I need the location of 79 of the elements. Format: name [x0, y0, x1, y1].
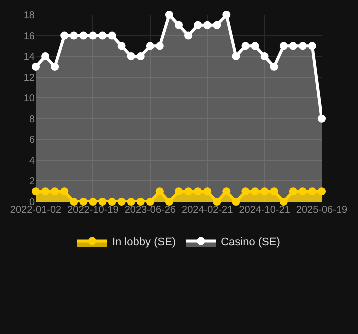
y-tick-label: 2 [29, 176, 36, 188]
point [42, 52, 50, 61]
point [194, 21, 202, 30]
point [242, 42, 250, 50]
x-tick-label: 2024-02-21 [182, 205, 234, 216]
y-tick-label: 4 [29, 156, 36, 167]
point [89, 198, 98, 206]
point [204, 21, 212, 30]
point [146, 42, 154, 50]
point [289, 188, 298, 196]
legend-label: Casino (SE) [221, 236, 280, 249]
point [127, 52, 136, 61]
point [260, 52, 269, 61]
point [80, 198, 88, 206]
point [308, 188, 316, 196]
point [98, 198, 107, 206]
point [136, 52, 145, 61]
point [175, 21, 183, 30]
point [213, 198, 222, 206]
point [251, 42, 260, 50]
x-tick-label: 2025-06-19 [296, 205, 348, 216]
point [118, 42, 126, 50]
point [51, 62, 60, 71]
point [194, 188, 202, 196]
point [184, 188, 193, 196]
y-tick-label: 6 [29, 135, 36, 146]
point [270, 62, 278, 71]
point [156, 42, 164, 50]
point [51, 188, 60, 196]
point [213, 21, 222, 30]
point [118, 198, 126, 206]
point [242, 188, 250, 196]
point [98, 32, 107, 40]
point [222, 11, 231, 19]
point [70, 198, 78, 206]
point [318, 114, 326, 123]
point [146, 198, 154, 206]
point [280, 42, 288, 50]
point [280, 198, 288, 206]
point [70, 32, 78, 40]
point [251, 188, 260, 196]
point [165, 11, 174, 19]
x-tick-label: 2024-10-21 [239, 205, 291, 216]
y-tick-label: 10 [24, 94, 36, 105]
x-tick-label: 2022-01-02 [10, 205, 62, 216]
y-tick-label: 16 [24, 31, 36, 42]
point [298, 188, 307, 196]
point [232, 52, 240, 61]
point [42, 188, 50, 196]
point [175, 188, 183, 196]
y-tick-label: 18 [24, 10, 36, 22]
point [32, 188, 40, 196]
x-tick-label: 2023-06-26 [124, 205, 176, 216]
point [165, 198, 174, 206]
point [289, 42, 298, 50]
point [222, 188, 231, 196]
point [270, 188, 278, 196]
y-tick-label: 14 [24, 52, 36, 64]
x-tick-label: 2022-10-19 [68, 205, 120, 216]
y-tick-label: 12 [24, 72, 36, 84]
point [80, 32, 88, 40]
point [298, 42, 307, 50]
legend-label: In lobby (SE) [112, 236, 176, 249]
point [136, 198, 145, 206]
point [318, 188, 326, 196]
point [184, 32, 193, 40]
point [60, 188, 69, 196]
point [156, 188, 164, 196]
point [260, 188, 269, 196]
point [89, 32, 98, 40]
point [127, 198, 136, 206]
point [32, 62, 40, 71]
point [108, 32, 116, 40]
point [308, 42, 316, 50]
point [232, 198, 240, 206]
point [108, 198, 116, 206]
point [204, 188, 212, 196]
y-tick-label: 8 [29, 114, 36, 126]
point [60, 32, 69, 40]
